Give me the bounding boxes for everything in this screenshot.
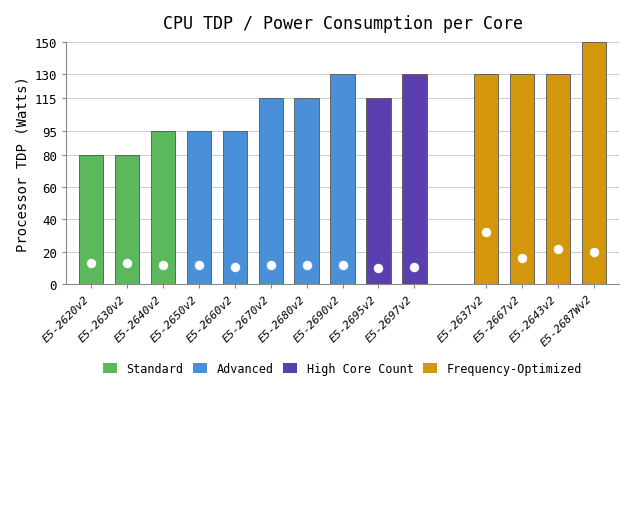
Bar (366, 99, 391, 285)
Bar (546, 75, 570, 285)
Title: CPU TDP / Power Consumption per Core: CPU TDP / Power Consumption per Core (162, 15, 522, 33)
Legend: Standard, Advanced, High Core Count, Frequency-Optimized: Standard, Advanced, High Core Count, Fre… (98, 358, 587, 380)
Bar (151, 131, 175, 285)
Bar (294, 99, 319, 285)
Bar (510, 75, 534, 285)
Bar (259, 99, 283, 285)
Bar (474, 75, 498, 285)
Bar (115, 156, 139, 285)
Bar (330, 75, 355, 285)
Bar (187, 131, 211, 285)
Bar (581, 43, 606, 285)
Bar (223, 131, 247, 285)
Bar (79, 156, 103, 285)
Bar (402, 75, 427, 285)
Y-axis label: Processor TDP (Watts): Processor TDP (Watts) (15, 76, 29, 251)
